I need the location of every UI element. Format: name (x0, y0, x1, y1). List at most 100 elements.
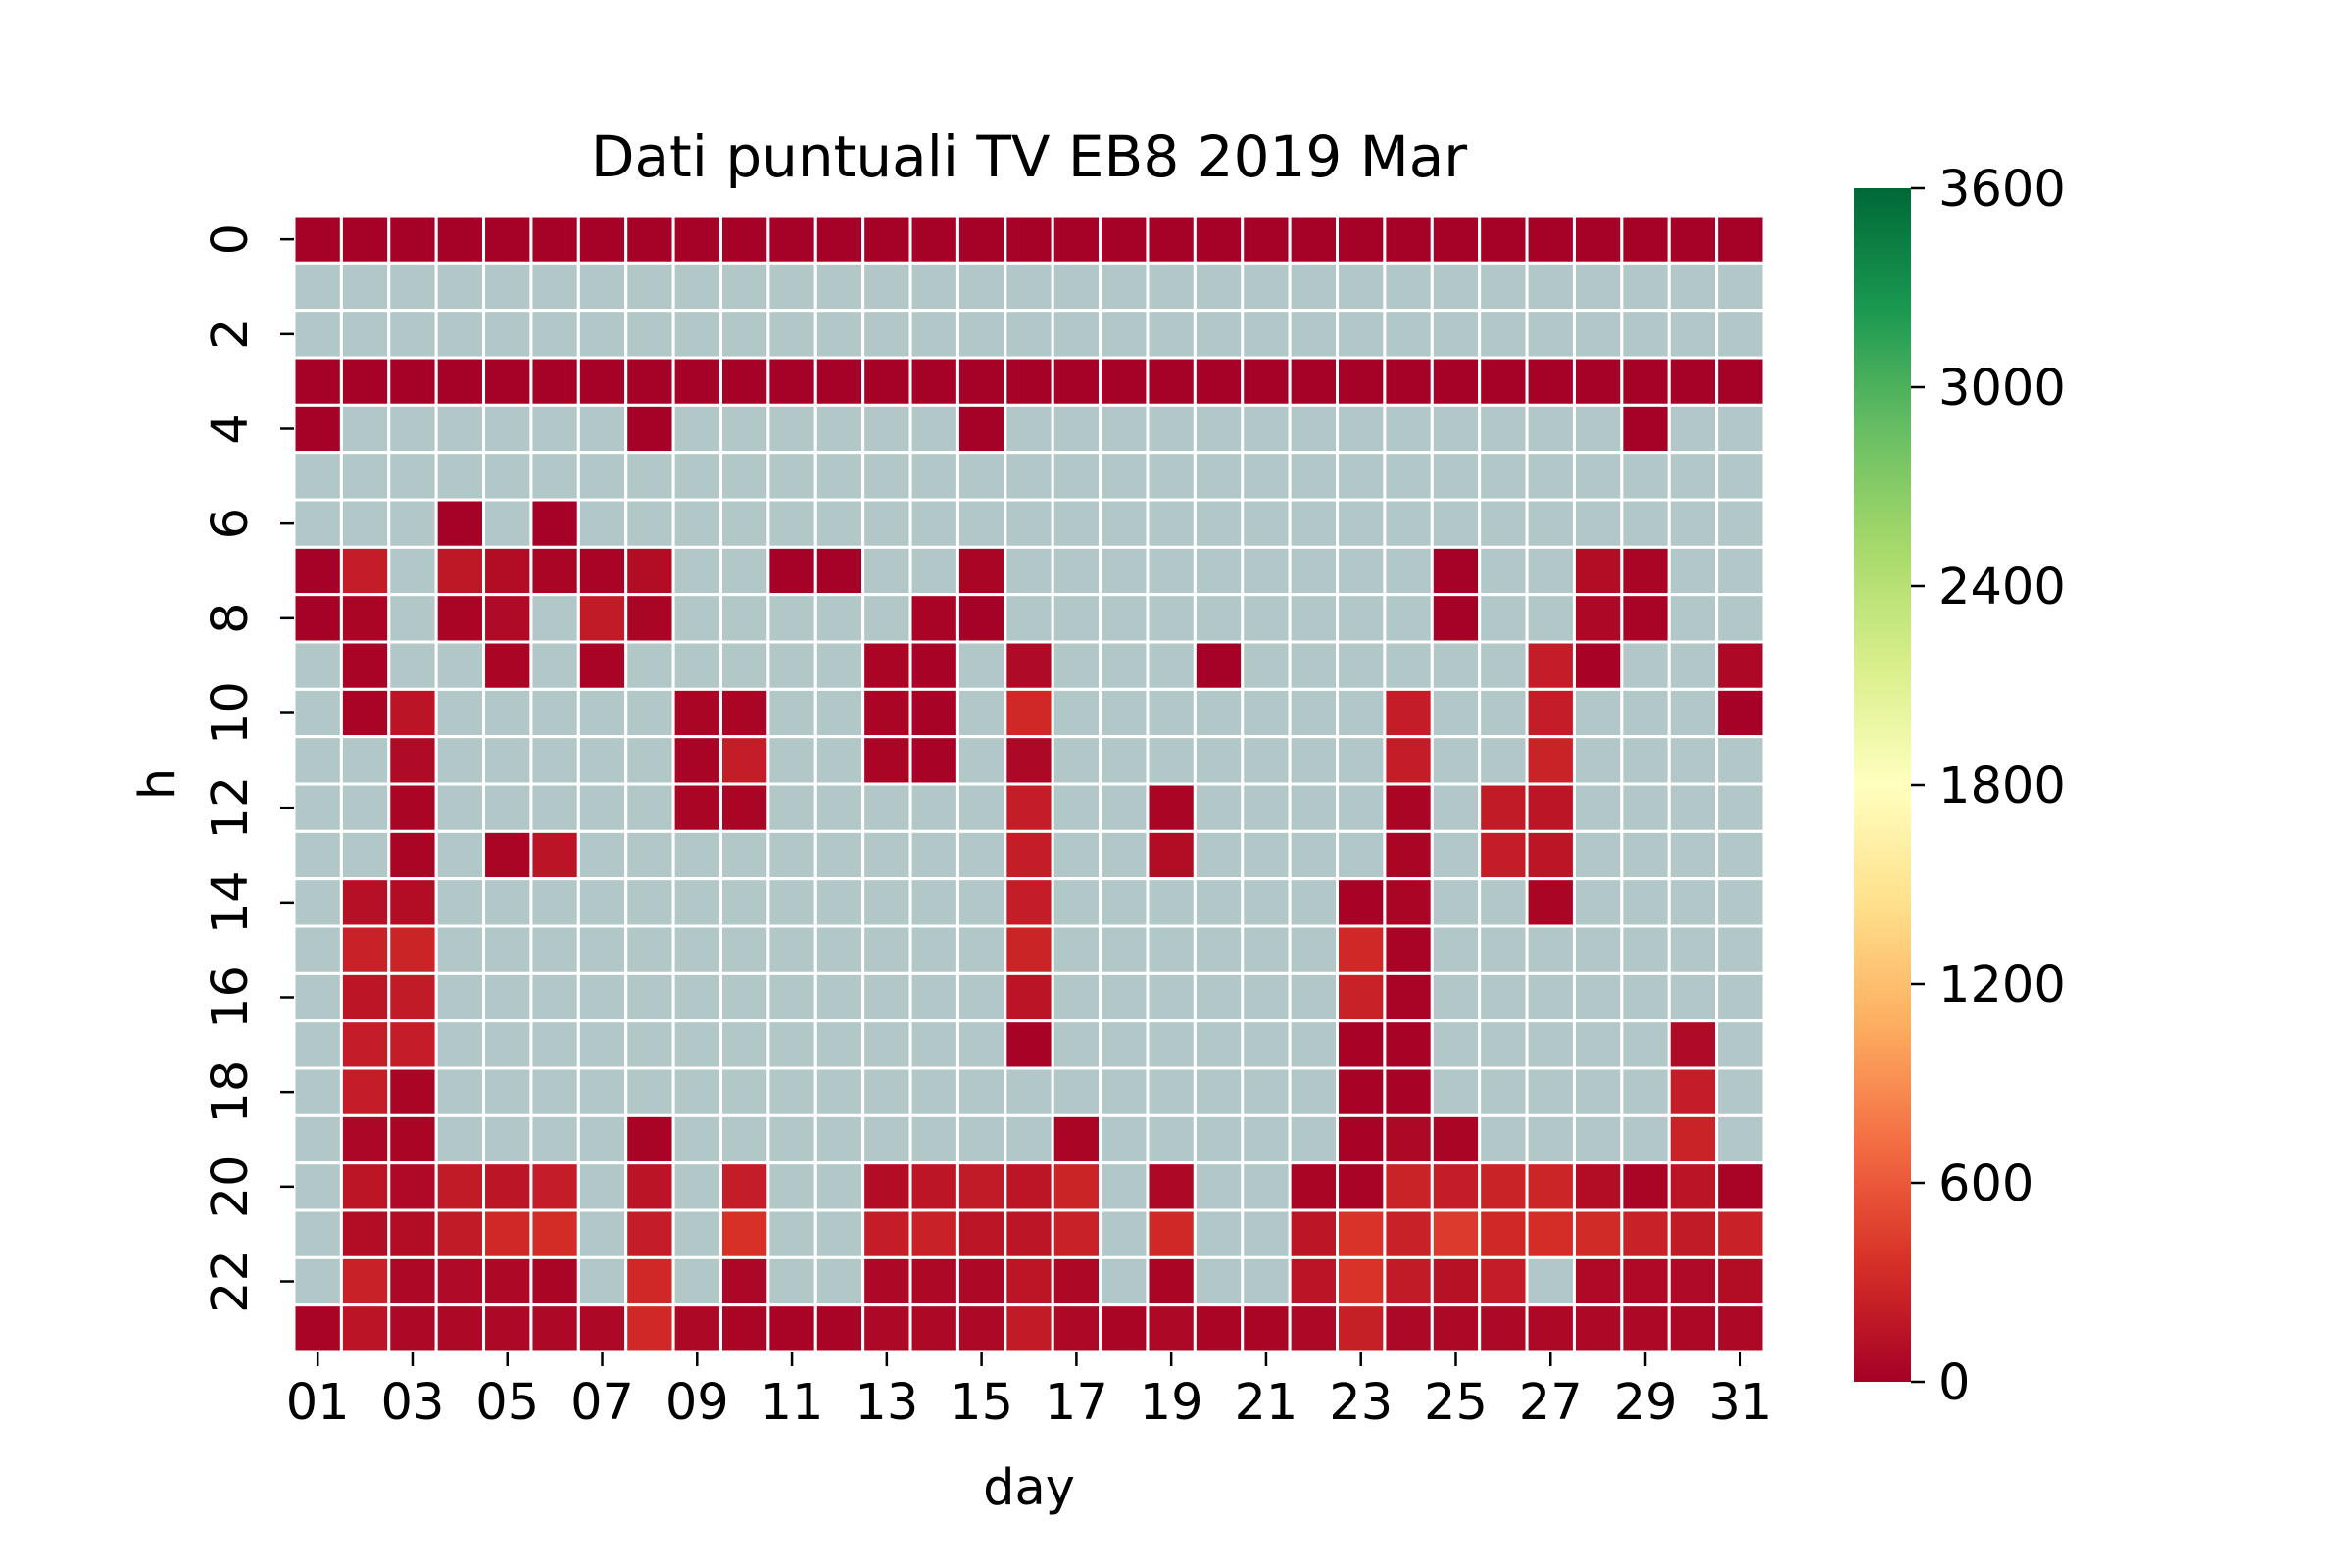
heatmap-cell (956, 687, 1007, 739)
heatmap-cell (1383, 214, 1434, 265)
heatmap-cell (671, 309, 722, 360)
heatmap-cell (1667, 1019, 1719, 1070)
heatmap-cell (1193, 1303, 1245, 1354)
heatmap-cell (1383, 309, 1434, 360)
heatmap-cell (339, 498, 391, 549)
heatmap-cell (1004, 924, 1054, 975)
heatmap-cell (529, 735, 580, 786)
heatmap-cell (624, 1208, 675, 1259)
heatmap-cell (861, 261, 912, 313)
heatmap-cell (1478, 214, 1529, 265)
heatmap-cell (434, 403, 486, 455)
heatmap-cell (1620, 829, 1671, 881)
heatmap-cell (1430, 735, 1482, 786)
heatmap-cell (671, 1113, 722, 1165)
heatmap-cell (908, 261, 959, 313)
heatmap-cell (1241, 1255, 1292, 1307)
heatmap-cell (766, 1066, 817, 1117)
heatmap-cell (1572, 971, 1624, 1023)
heatmap-cell (1478, 1255, 1529, 1307)
heatmap-cell (1572, 640, 1624, 691)
heatmap-cell (529, 1303, 580, 1354)
heatmap-cell (718, 403, 770, 455)
heatmap-cell (1667, 1066, 1719, 1117)
heatmap-cell (339, 1255, 391, 1307)
heatmap-cell (529, 309, 580, 360)
heatmap-cell (1430, 971, 1482, 1023)
heatmap-cell (1241, 356, 1292, 407)
heatmap-cell (1241, 451, 1292, 502)
heatmap-cell (1099, 877, 1150, 928)
heatmap-cell (1620, 1066, 1671, 1117)
heatmap-cell (1383, 261, 1434, 313)
heatmap-cell (1004, 687, 1054, 739)
heatmap-cell (1004, 640, 1054, 691)
heatmap-cell (1667, 1161, 1719, 1212)
heatmap-cell (292, 735, 343, 786)
heatmap-cell (766, 1208, 817, 1259)
heatmap-cell (387, 640, 438, 691)
heatmap-cell (1478, 593, 1529, 644)
heatmap-cell (292, 309, 343, 360)
heatmap-cell (529, 593, 580, 644)
heatmap-cell (1715, 829, 1766, 881)
heatmap-cell (624, 1113, 675, 1165)
heatmap-cell (387, 545, 438, 597)
x-tick-label: 17 (1045, 1374, 1108, 1432)
heatmap-cell (529, 782, 580, 833)
heatmap-cell (624, 1255, 675, 1307)
heatmap-cell (766, 593, 817, 644)
heatmap-cell (1241, 687, 1292, 739)
heatmap-cell (434, 1303, 486, 1354)
heatmap-cell (1430, 924, 1482, 975)
heatmap-cell (576, 309, 628, 360)
heatmap-cell (1241, 640, 1292, 691)
heatmap-cell (1193, 687, 1245, 739)
heatmap-cell (387, 1303, 438, 1354)
heatmap-cell (1383, 924, 1434, 975)
heatmap-cell (956, 1208, 1007, 1259)
heatmap-cell (766, 687, 817, 739)
heatmap-cell (1288, 261, 1340, 313)
heatmap-cell (576, 1161, 628, 1212)
heatmap-cell (1430, 1208, 1482, 1259)
heatmap-cell (1336, 1161, 1387, 1212)
heatmap-cell (1667, 593, 1719, 644)
heatmap-cell (576, 1113, 628, 1165)
heatmap-cell (1620, 261, 1671, 313)
heatmap-cell (813, 403, 865, 455)
heatmap-cell (1288, 1066, 1340, 1117)
heatmap-cell (1620, 1019, 1671, 1070)
heatmap-cell (529, 1113, 580, 1165)
heatmap-cell (1525, 261, 1576, 313)
heatmap-cell (1430, 782, 1482, 833)
heatmap-cell (482, 403, 533, 455)
heatmap-cell (1193, 829, 1245, 881)
heatmap-cell (1430, 640, 1482, 691)
heatmap-cell (387, 687, 438, 739)
heatmap-cell (292, 1113, 343, 1165)
heatmap-cell (1336, 687, 1387, 739)
heatmap-cell (292, 545, 343, 597)
heatmap-cell (292, 829, 343, 881)
heatmap-cell (387, 593, 438, 644)
heatmap-cell (1383, 877, 1434, 928)
heatmap-cell (861, 1161, 912, 1212)
y-tick-label: 0 (202, 223, 260, 255)
heatmap-cell (1620, 1255, 1671, 1307)
heatmap-cell (1051, 782, 1102, 833)
heatmap-cell (1383, 640, 1434, 691)
heatmap-cell (956, 309, 1007, 360)
heatmap-cell (1336, 782, 1387, 833)
heatmap-cell (1336, 924, 1387, 975)
heatmap-cell (956, 782, 1007, 833)
heatmap-cell (624, 309, 675, 360)
x-tick-label: 19 (1140, 1374, 1203, 1432)
heatmap-cell (718, 309, 770, 360)
heatmap-cell (624, 1066, 675, 1117)
heatmap-cell (813, 545, 865, 597)
heatmap-cell (1004, 214, 1054, 265)
heatmap-cell (1383, 1161, 1434, 1212)
heatmap-cell (1525, 924, 1576, 975)
heatmap-cell (718, 971, 770, 1023)
